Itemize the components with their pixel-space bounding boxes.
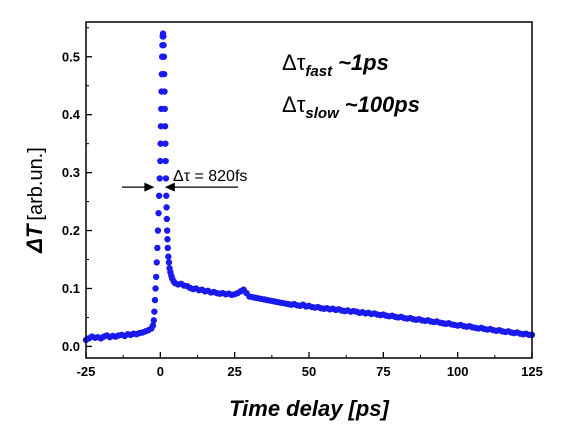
y-axis: 0.0 0.1 0.2 0.3 0.4 0.5 xyxy=(62,27,92,354)
data-point xyxy=(161,88,168,95)
y-tick-label: 0.2 xyxy=(62,223,80,238)
data-point xyxy=(161,70,168,78)
tau-fast-annotation: Δτfast ~1ps xyxy=(282,50,389,80)
data-point xyxy=(155,209,162,217)
x-tick-label: 0 xyxy=(157,364,164,379)
tau-slow-subscript: slow xyxy=(305,105,340,122)
data-points xyxy=(82,30,536,344)
data-point xyxy=(161,105,168,113)
fwhm-arrowhead-left xyxy=(144,182,155,192)
fwhm-label: Δτ = 820fs xyxy=(173,168,247,185)
x-tick-label: -25 xyxy=(77,364,96,379)
data-point xyxy=(161,123,169,130)
data-point xyxy=(149,322,157,329)
data-point xyxy=(164,236,171,243)
y-tick-label: 0.3 xyxy=(62,165,80,180)
x-axis-title: Time delay [ps] xyxy=(229,396,389,421)
data-point xyxy=(154,227,162,234)
data-point xyxy=(150,317,157,324)
data-point xyxy=(160,33,167,40)
data-point xyxy=(163,215,171,223)
tau-fast-subscript: fast xyxy=(305,63,333,80)
data-point xyxy=(162,175,170,182)
data-point xyxy=(156,175,163,182)
data-point xyxy=(155,192,163,199)
data-point xyxy=(160,53,168,60)
tau-slow-delta: Δτ xyxy=(282,92,306,117)
data-point xyxy=(162,140,169,147)
data-point xyxy=(157,140,164,147)
data-point xyxy=(154,244,161,252)
data-point xyxy=(151,308,158,315)
fwhm-annotation: Δτ = 820fs xyxy=(122,168,247,192)
tau-fast-value: ~1ps xyxy=(338,50,389,75)
data-point xyxy=(157,157,164,165)
data-point xyxy=(163,204,170,211)
y-tick-label: 0.1 xyxy=(62,281,80,296)
data-point xyxy=(163,227,171,234)
data-point xyxy=(152,285,159,292)
data-point xyxy=(163,192,170,199)
data-point xyxy=(160,41,167,49)
x-tick-label: 50 xyxy=(302,364,316,379)
data-point xyxy=(164,244,171,252)
data-point xyxy=(153,259,160,266)
x-tick-label: 25 xyxy=(227,364,241,379)
x-axis: -25 0 25 50 75 100 125 xyxy=(77,352,543,379)
y-axis-title-unit: [arb.un.] xyxy=(25,147,47,220)
tau-slow-annotation: Δτslow ~100ps xyxy=(282,92,420,122)
data-point xyxy=(165,259,173,266)
y-axis-title-symbol: ΔT xyxy=(22,223,47,254)
data-point xyxy=(165,253,172,260)
y-tick-label: 0.0 xyxy=(62,339,80,354)
data-point xyxy=(152,273,160,281)
fwhm-arrowhead-right xyxy=(164,182,175,192)
x-tick-label: 100 xyxy=(447,364,469,379)
x-tick-label: 75 xyxy=(376,364,390,379)
y-tick-label: 0.4 xyxy=(62,107,81,122)
data-point xyxy=(151,296,159,304)
tau-fast-delta: Δτ xyxy=(282,50,306,75)
data-point xyxy=(162,157,169,165)
x-tick-label: 125 xyxy=(521,364,543,379)
y-axis-title: ΔT [arb.un.] xyxy=(22,147,47,254)
y-tick-label: 0.5 xyxy=(62,49,80,64)
tau-slow-value: ~100ps xyxy=(345,92,420,117)
